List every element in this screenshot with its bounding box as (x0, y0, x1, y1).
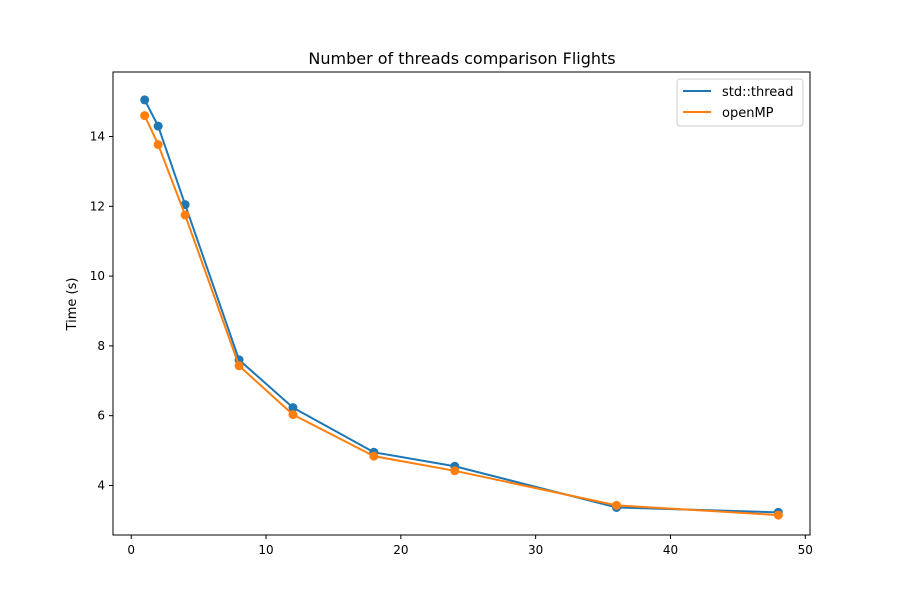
x-tick-label: 50 (798, 543, 813, 557)
chart-title: Number of threads comparison Flights (308, 49, 615, 68)
data-point-openmp (180, 210, 190, 220)
x-tick-label: 10 (258, 543, 273, 557)
legend: std::thread openMP (676, 78, 804, 127)
data-point-openmp (773, 510, 783, 520)
x-tick-label: 30 (528, 543, 543, 557)
data-point-openmp (612, 500, 622, 510)
y-tick-label: 8 (97, 339, 105, 353)
x-tick-label: 40 (663, 543, 678, 557)
data-point-openmp (234, 361, 244, 371)
y-tick-label: 4 (97, 478, 105, 492)
data-point-std-thread (288, 403, 298, 413)
y-tick-label: 12 (90, 199, 105, 213)
axes: 0 10 20 30 40 50 4 6 8 10 12 14 (90, 71, 813, 557)
data-point-openmp (288, 410, 298, 420)
data-point-std-thread (140, 95, 150, 105)
y-axis-label: Time (s) (65, 278, 80, 332)
y-tick-label: 6 (97, 409, 105, 423)
data-point-openmp (153, 140, 163, 150)
x-tick-label: 0 (127, 543, 135, 557)
data-point-openmp (140, 111, 150, 121)
x-tick-label: 20 (393, 543, 408, 557)
legend-label-std-thread: std::thread (722, 85, 794, 100)
y-tick-label: 10 (90, 269, 105, 283)
data-point-openmp (369, 451, 379, 461)
legend-label-openmp: openMP (722, 106, 774, 121)
y-tick-label: 14 (90, 130, 105, 144)
axes-frame (112, 71, 811, 536)
plot-area (140, 95, 783, 520)
data-point-openmp (450, 466, 460, 476)
data-point-std-thread (153, 121, 163, 131)
